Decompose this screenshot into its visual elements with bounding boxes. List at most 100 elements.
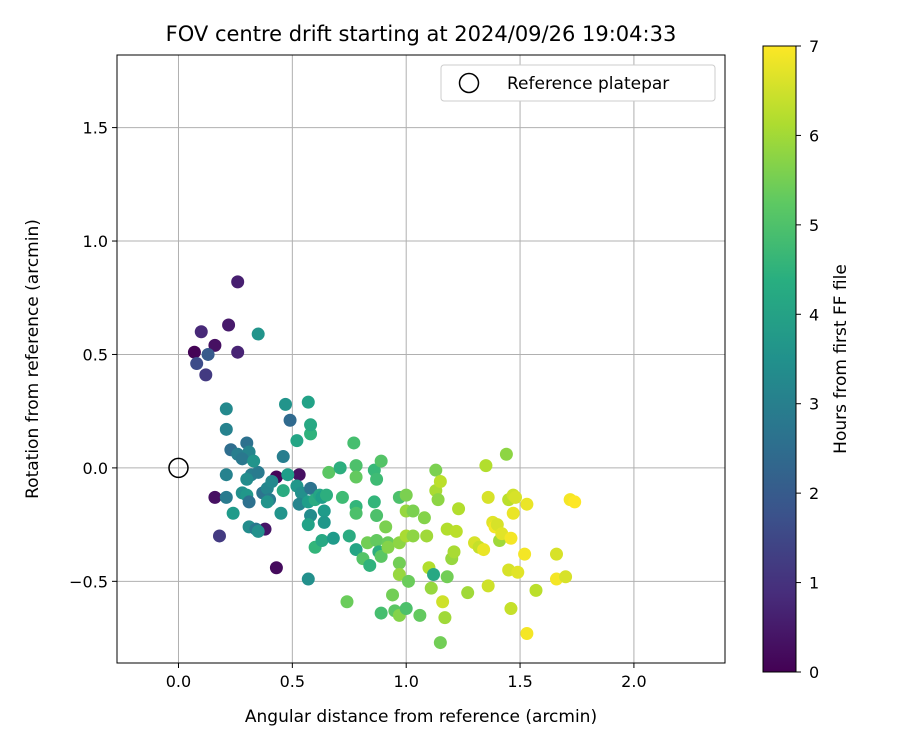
legend-marker-reference (458, 72, 480, 94)
data-point (374, 606, 388, 620)
data-point (301, 518, 315, 532)
data-point (549, 547, 563, 561)
data-point (399, 602, 413, 616)
plot-area: 0.0 0.5 1.0 1.5 2.0 −0.5 0.0 0.5 1.0 1.5 (69, 54, 726, 691)
data-point (317, 504, 331, 518)
colorbar-ticks: 0 1 2 3 4 5 6 7 (796, 37, 819, 682)
data-point (201, 347, 215, 361)
y-tick-label: 1.5 (83, 119, 108, 138)
y-tick-label: 1.0 (83, 232, 108, 251)
data-point (194, 325, 208, 339)
colorbar-tick-label: 0 (809, 663, 819, 682)
data-point (438, 611, 452, 625)
data-point (260, 495, 274, 509)
data-point (386, 588, 400, 602)
data-point (431, 493, 445, 507)
data-point (301, 572, 315, 586)
x-tick-label: 0.5 (280, 672, 305, 691)
data-point (292, 468, 306, 482)
data-point (222, 318, 236, 332)
data-point (335, 490, 349, 504)
data-point (374, 454, 388, 468)
data-point (511, 565, 525, 579)
data-point (212, 529, 226, 543)
data-point (208, 338, 222, 352)
data-point (187, 345, 201, 359)
y-axis-ticks: −0.5 0.0 0.5 1.0 1.5 (69, 119, 117, 591)
data-point (279, 397, 293, 411)
data-point (349, 543, 363, 557)
y-tick-label: 0.0 (83, 459, 108, 478)
reference-marker (168, 457, 189, 479)
data-point (520, 627, 534, 641)
data-point (447, 545, 461, 559)
data-point (235, 452, 249, 466)
data-point (424, 581, 438, 595)
data-point (399, 488, 413, 502)
colorbar-tick-label: 4 (809, 305, 819, 324)
data-point (499, 447, 513, 461)
data-point (231, 275, 245, 289)
legend-box (440, 64, 716, 102)
data-point (290, 434, 304, 448)
x-axis-label: Angular distance from reference (arcmin) (245, 707, 597, 727)
data-point (452, 502, 466, 516)
data-point (433, 475, 447, 489)
colorbar-tick-label: 2 (809, 484, 819, 503)
data-point (367, 495, 381, 509)
data-point (326, 531, 340, 545)
data-point (406, 504, 420, 518)
data-point (509, 490, 523, 504)
data-point (379, 520, 393, 534)
data-point (319, 488, 333, 502)
data-point (374, 549, 388, 563)
data-point (449, 524, 463, 538)
colorbar-tick-label: 3 (809, 395, 819, 414)
colorbar-frame (762, 45, 797, 673)
data-point (315, 533, 329, 547)
data-point (559, 570, 573, 584)
data-point (370, 472, 384, 486)
data-point (208, 490, 222, 504)
data-point (219, 490, 233, 504)
data-point (304, 418, 318, 432)
data-point (381, 540, 395, 554)
data-point (333, 461, 347, 475)
data-point (506, 506, 520, 520)
data-point (251, 327, 265, 341)
data-point (436, 595, 450, 609)
x-tick-label: 1.5 (507, 672, 532, 691)
data-point (429, 463, 443, 477)
data-point (251, 465, 265, 479)
data-point (479, 459, 493, 473)
data-point (281, 468, 295, 482)
data-point (504, 602, 518, 616)
colorbar-tick-label: 5 (809, 216, 819, 235)
legend-entry-reference: Reference platepar (507, 74, 669, 94)
data-point (529, 583, 543, 597)
data-point (247, 454, 261, 468)
data-point (363, 558, 377, 572)
data-point (199, 368, 213, 382)
data-point (349, 459, 363, 473)
y-axis-label: Rotation from reference (arcmin) (23, 219, 43, 499)
scatter-points (187, 275, 582, 650)
data-point (477, 543, 491, 557)
plot-background (117, 55, 725, 663)
data-point (433, 636, 447, 650)
data-point (401, 574, 415, 588)
x-tick-label: 2.0 (621, 672, 646, 691)
data-point (274, 506, 288, 520)
legend: Reference platepar (440, 64, 716, 102)
colorbar-tick-label: 6 (809, 126, 819, 145)
data-point (349, 470, 363, 484)
data-point (481, 579, 495, 593)
data-point (301, 395, 315, 409)
data-point (420, 529, 434, 543)
data-point (392, 556, 406, 570)
data-point (504, 531, 518, 545)
data-point (219, 422, 233, 436)
data-point (322, 465, 336, 479)
data-point (349, 506, 363, 520)
